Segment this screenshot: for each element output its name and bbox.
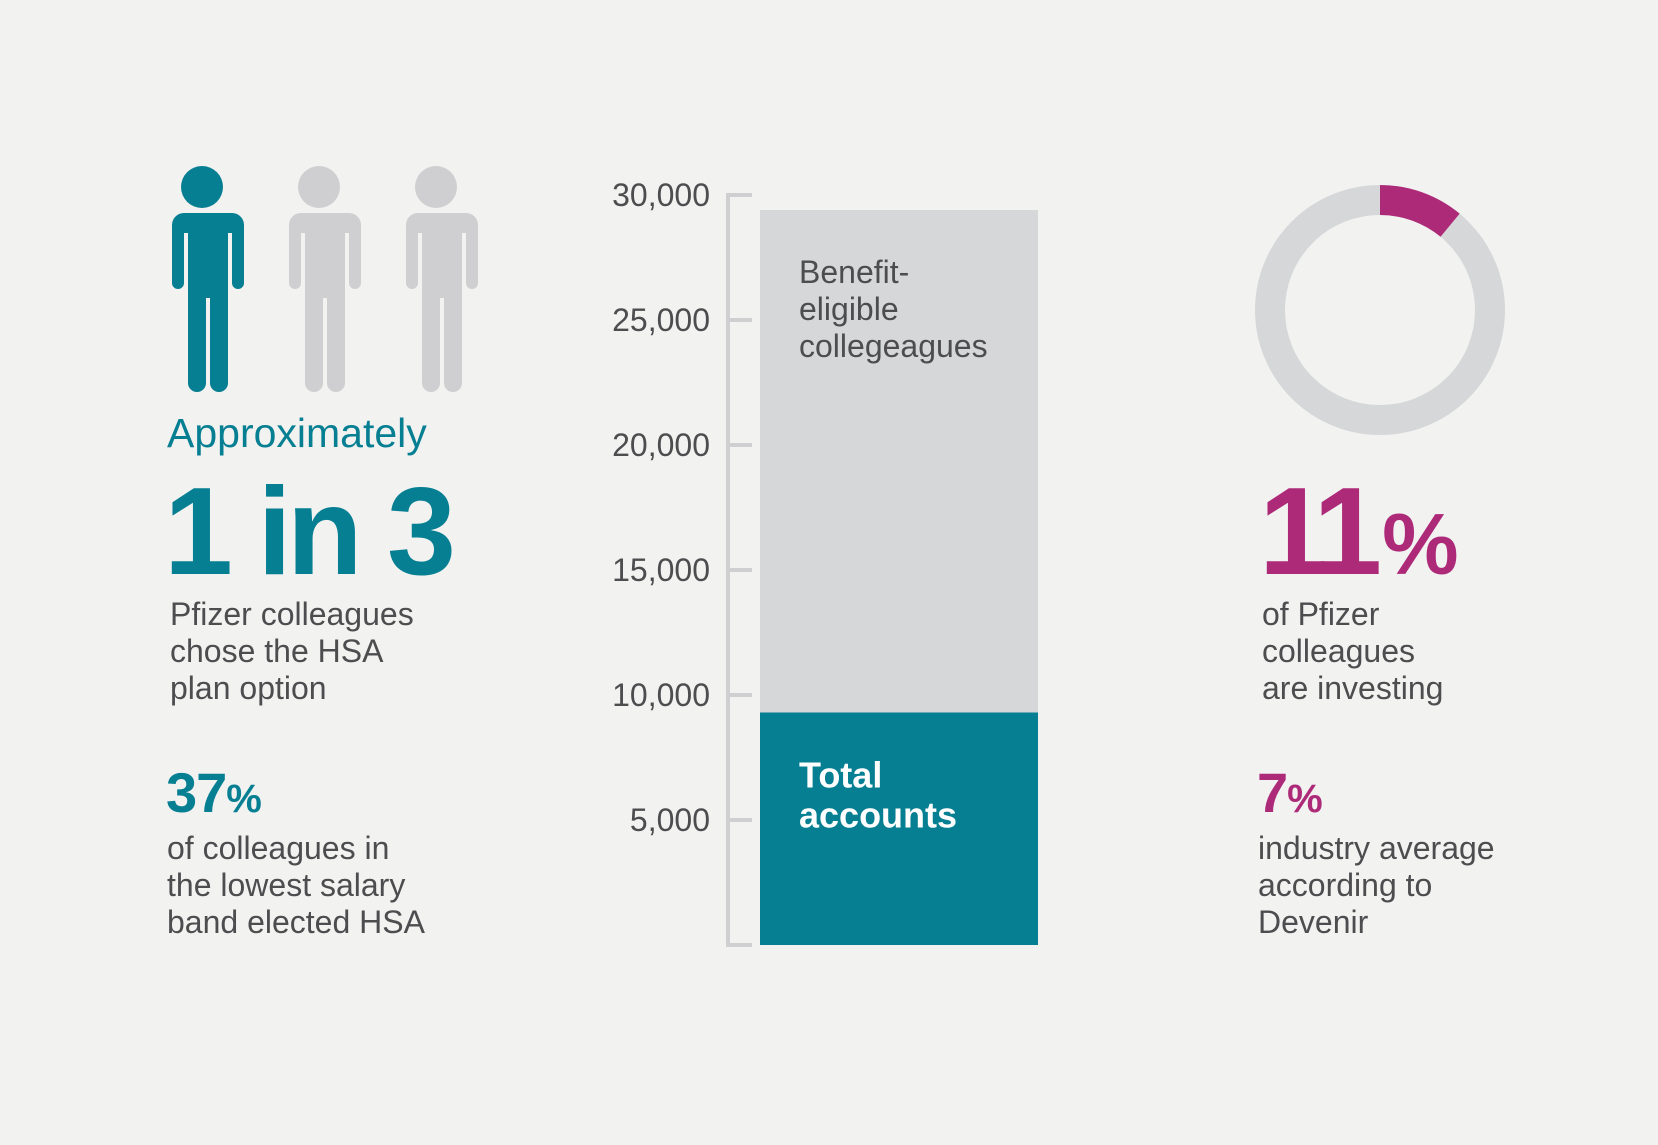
stat-11-description: of Pfizer colleagues are investing bbox=[1262, 596, 1562, 707]
person-icon bbox=[289, 166, 361, 392]
ratio-description: Pfizer colleagues chose the HSA plan opt… bbox=[170, 596, 490, 707]
stat-37-description: of colleagues in the lowest salary band … bbox=[167, 830, 487, 941]
person-icon bbox=[406, 166, 478, 392]
y-tick-label: 20,000 bbox=[612, 427, 710, 463]
desc-line: according to bbox=[1258, 867, 1433, 903]
series-label-total: Total bbox=[799, 755, 882, 796]
desc-line: Devenir bbox=[1258, 904, 1369, 940]
desc-line: chose the HSA bbox=[170, 633, 384, 669]
desc-line: colleagues bbox=[1262, 633, 1415, 669]
series-label-total: accounts bbox=[799, 795, 957, 836]
stat-7-description: industry average according to Devenir bbox=[1258, 830, 1578, 941]
stat-value: 11 bbox=[1259, 463, 1382, 601]
y-tick-label: 30,000 bbox=[612, 177, 710, 213]
stat-7-percent: 7% bbox=[1257, 765, 1323, 821]
stat-value: 7 bbox=[1257, 761, 1288, 824]
approx-label: Approximately bbox=[167, 410, 427, 456]
desc-line: of colleagues in bbox=[167, 830, 390, 866]
bar-chart: 5,000 10,000 15,000 20,000 25,000 30,000 Benef… bbox=[612, 177, 1038, 947]
stat-value: 37 bbox=[166, 761, 227, 824]
donut-segment bbox=[1379, 185, 1460, 238]
bar-1 bbox=[760, 712, 1038, 945]
desc-line: industry average bbox=[1258, 830, 1495, 866]
donut-track bbox=[1255, 185, 1505, 435]
percent-symbol: % bbox=[1382, 497, 1459, 593]
desc-line: Pfizer colleagues bbox=[170, 596, 414, 632]
people-icons bbox=[172, 166, 478, 392]
y-tick-label: 5,000 bbox=[630, 802, 710, 838]
desc-line: of Pfizer bbox=[1262, 596, 1380, 632]
percent-symbol: % bbox=[226, 777, 262, 821]
desc-line: plan option bbox=[170, 670, 327, 706]
desc-line: band elected HSA bbox=[167, 904, 425, 940]
y-tick-label: 15,000 bbox=[612, 552, 710, 588]
series-label-benefit: Benefit- bbox=[799, 254, 909, 290]
y-tick-label: 25,000 bbox=[612, 302, 710, 338]
donut-chart bbox=[1255, 185, 1505, 435]
ratio-value: 1 in 3 bbox=[164, 463, 456, 601]
percent-symbol: % bbox=[1287, 777, 1323, 821]
desc-line: are investing bbox=[1262, 670, 1444, 706]
series-label-benefit: collegeagues bbox=[799, 328, 988, 364]
stat-11-percent: 11% bbox=[1259, 470, 1459, 594]
series-label-benefit: eligible bbox=[799, 291, 899, 327]
desc-line: the lowest salary bbox=[167, 867, 406, 903]
person-icon bbox=[172, 166, 244, 392]
stat-37-percent: 37% bbox=[166, 765, 262, 821]
y-tick-label: 10,000 bbox=[612, 677, 710, 713]
